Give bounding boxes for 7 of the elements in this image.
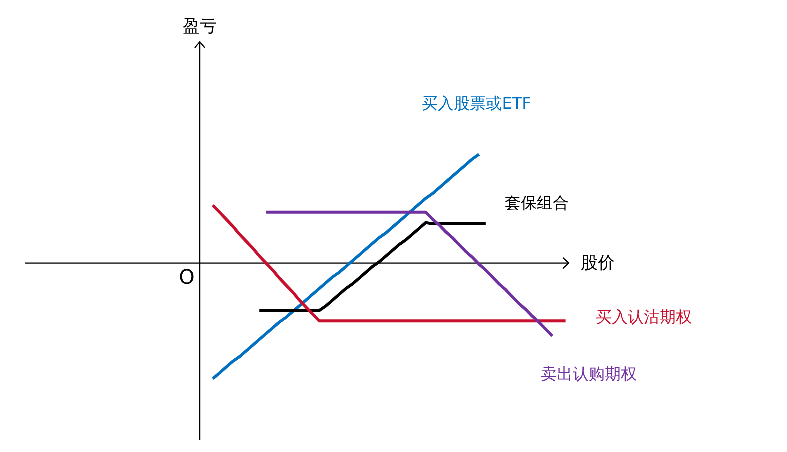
x-axis-title: 股价 (581, 253, 615, 274)
series-label: 买入认沽期权 (596, 308, 692, 327)
text: O (179, 265, 195, 289)
series-label: 套保组合 (504, 193, 569, 212)
series-label: 卖出认购期权 (540, 364, 637, 384)
text: 盈亏 (183, 17, 217, 37)
text: 买入股票或ETF (422, 94, 532, 114)
